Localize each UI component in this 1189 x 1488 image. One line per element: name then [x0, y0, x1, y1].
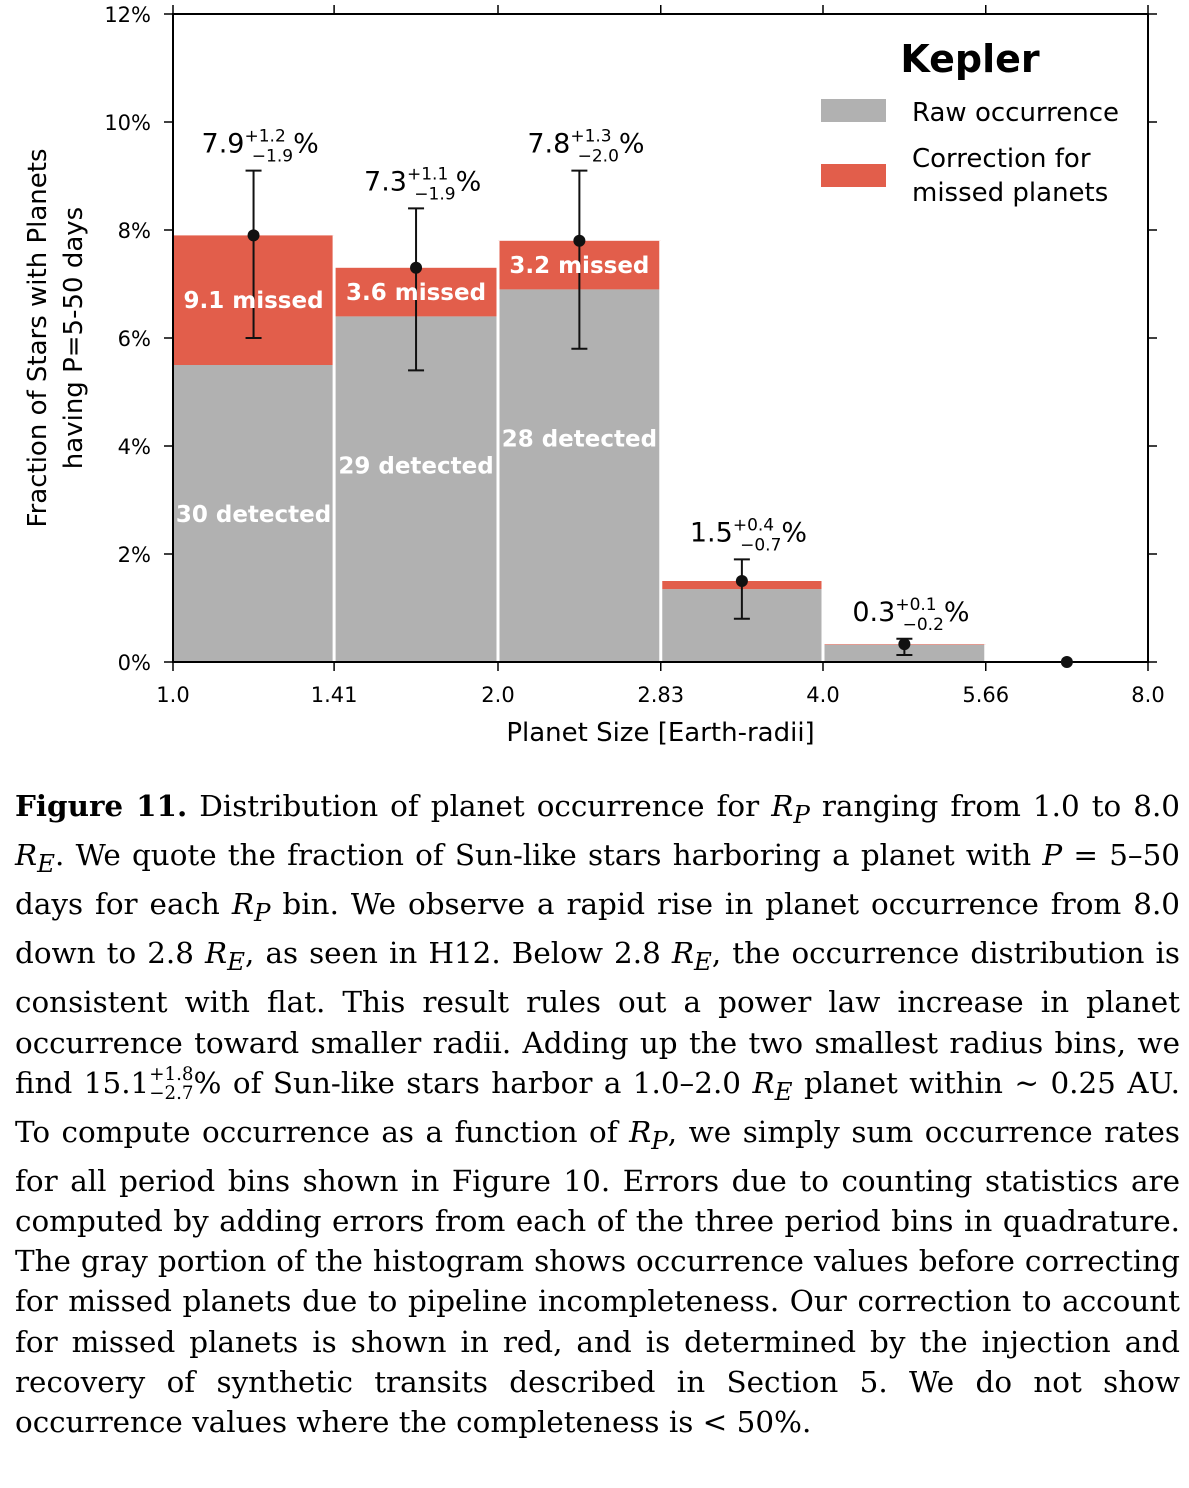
data-point-0: [247, 229, 260, 242]
data-point-3: [735, 575, 748, 587]
bars-layer: [173, 235, 988, 662]
occurrence-annotation-0: 7.9+1.2 −1.9%: [202, 127, 319, 167]
missed-label-1: 3.6 missed: [346, 280, 486, 306]
legend-title: Kepler: [900, 37, 1040, 81]
legend-label-missed: Correction for missed planets: [912, 144, 1108, 208]
y-tick-label: 8%: [118, 219, 151, 243]
legend-label-raw: Raw occurrence: [912, 98, 1119, 128]
y-tick-label: 2%: [118, 543, 151, 567]
missed-label-2: 3.2 missed: [509, 253, 649, 279]
caption-label: Figure 11.: [15, 788, 188, 823]
detected-label-1: 29 detected: [338, 453, 493, 479]
data-point-2: [573, 234, 586, 247]
y-tick-label: 4%: [118, 435, 151, 459]
x-tick-label: 4.0: [806, 683, 839, 707]
x-tick-label: 1.0: [156, 683, 189, 707]
occurrence-annotation-2: 7.8+1.3 −2.0%: [527, 127, 644, 167]
x-tick-label: 2.0: [481, 683, 514, 707]
raw-bar-1: [334, 316, 498, 662]
x-tick-label: 8.0: [1131, 683, 1164, 707]
y-tick-label: 6%: [118, 327, 151, 351]
occurrence-annotation-4: 0.3+0.1 −0.2%: [852, 595, 969, 635]
occurrence-histogram: 1.0 1.41 2.0 2.83 4.0 5.66 8.0 0% 2% 4% 6% 8% 10% 12%…: [23, 3, 1165, 748]
data-point-1: [410, 261, 423, 274]
occurrence-annotation-3: 1.5+0.4 −0.7%: [690, 515, 807, 555]
x-tick-label: 2.83: [637, 683, 684, 707]
missed-label-0: 9.1 missed: [184, 288, 324, 314]
data-point-4: [898, 638, 911, 651]
detected-label-2: 28 detected: [502, 426, 657, 452]
x-tick-label: 5.66: [962, 683, 1009, 707]
raw-bar-2: [498, 289, 661, 662]
legend-swatch-raw: [821, 99, 886, 122]
occurrence-annotation-1: 7.3+1.1 −1.9%: [364, 164, 481, 204]
caption-error-fraction: +1.8 −2.7: [149, 1064, 194, 1104]
legend-swatch-missed: [821, 164, 886, 187]
figure-caption: Figure 11. Distribution of planet occurr…: [15, 788, 1181, 1440]
x-tick-label: 1.41: [311, 683, 358, 707]
axes-layer: 1.0 1.41 2.0 2.83 4.0 5.66 8.0 0% 2% 4% 6% 8% 10% 12%…: [23, 3, 1165, 748]
legend: Kepler Raw occurrence Correction for missed…: [821, 37, 1119, 208]
detected-label-0: 30 detected: [176, 502, 331, 528]
y-axis-title: Fraction of Stars with Planets having P=5…: [23, 149, 89, 528]
raw-bar-0: [173, 365, 335, 662]
y-tick-label: 0%: [118, 651, 151, 675]
x-axis-title: Planet Size [Earth-radii]: [506, 718, 814, 748]
annotations-layer: 7.9+1.2 −1.9% 30 detected 9.1 missed 7.3+1.1…: [176, 127, 1073, 668]
y-tick-label: 10%: [104, 111, 151, 135]
figure-11-chart: 1.0 1.41 2.0 2.83 4.0 5.66 8.0 0% 2% 4% 6% 8% 10% 12%…: [23, 3, 1165, 748]
data-point-5: [1060, 656, 1073, 668]
y-tick-label: 12%: [104, 3, 151, 27]
